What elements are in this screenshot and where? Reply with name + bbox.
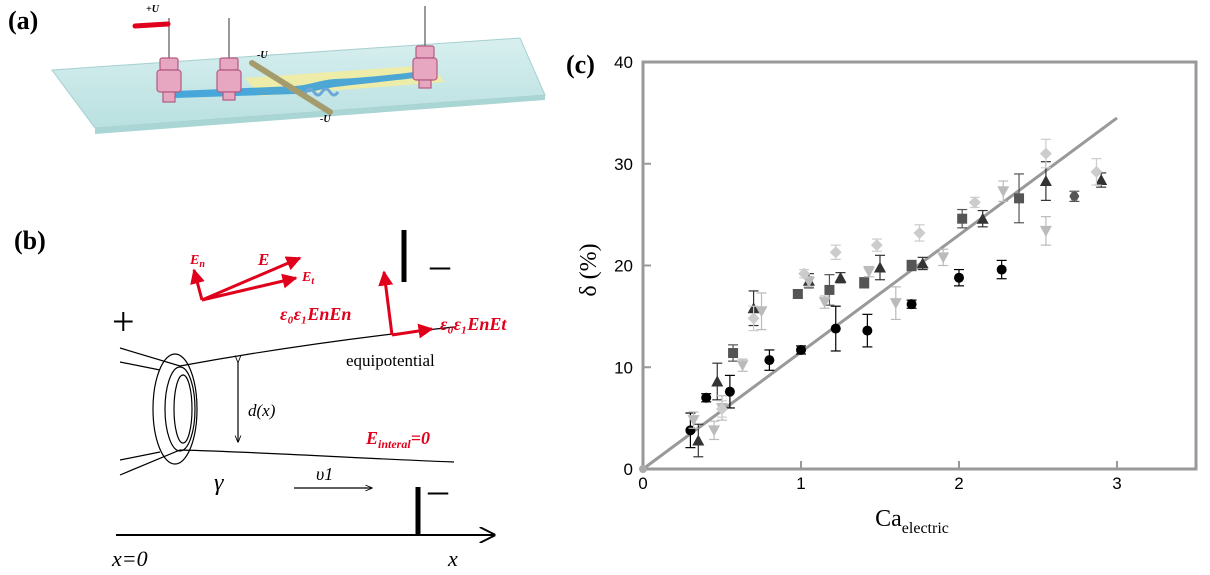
x-tick-label: 3 [1112, 474, 1121, 493]
data-point-triangle-up [692, 423, 705, 458]
vector-Et [201, 273, 298, 302]
panel-label-a: (a) [8, 6, 39, 35]
data-point-triangle-down [708, 420, 721, 441]
data-point-hexagon [1069, 190, 1080, 202]
y-tick-label: 0 [624, 460, 633, 479]
ring-outer [152, 353, 198, 465]
data-point-circle [862, 313, 873, 348]
data-point-circle [996, 259, 1007, 280]
data-point-circle [724, 374, 735, 409]
label-minus-u-bottom: -U [320, 114, 331, 125]
label-stress-tangent: ε₀ε₁EnEt [440, 314, 507, 334]
data-point-diamond [798, 267, 811, 280]
label-equipotential: equipotential [346, 351, 435, 370]
data-point-diamond [716, 400, 728, 418]
data-point-triangle-up [976, 209, 989, 228]
funnel-top-inner [119, 361, 161, 371]
label-minus-u-top: -U [257, 50, 268, 61]
plus-sign: + [112, 299, 135, 344]
data-point-square [1014, 173, 1025, 224]
data-point-square [906, 259, 917, 272]
data-point-square [859, 277, 870, 289]
data-point-triangle-up [874, 254, 886, 281]
data-point-triangle-up [916, 256, 929, 271]
data-point-circle [830, 305, 841, 352]
vector-En [190, 268, 205, 301]
data-point-diamond [870, 238, 883, 252]
red-wire [132, 21, 171, 29]
data-point-circle [701, 392, 712, 403]
x-tick-label: 1 [796, 474, 805, 493]
y-tick-label: 20 [614, 257, 633, 276]
data-point-diamond [747, 305, 760, 332]
label-stress-normal: ε₀ε₁EnEn [280, 304, 351, 324]
panel-label-b: (b) [14, 226, 46, 255]
data-point-circle [954, 268, 964, 287]
label-gamma: γ [214, 470, 224, 496]
data-point-triangle-down [937, 248, 950, 267]
x-axis-label: Caelectric [875, 506, 949, 537]
data-point-circle [764, 349, 775, 371]
data-point-triangle-up [711, 362, 724, 401]
label-En: En [189, 253, 205, 270]
data-point-triangle-up [834, 271, 847, 284]
label-plus-u: +U [146, 4, 160, 15]
origin-point [639, 465, 647, 473]
needle-1 [156, 18, 182, 103]
data-point-triangle-down [818, 295, 831, 309]
funnel-bottom [119, 449, 455, 476]
data-point-diamond [1090, 158, 1103, 186]
ring-inner [173, 374, 193, 444]
minus-top: – [429, 242, 451, 287]
y-axis-label: δ (%) [576, 243, 602, 296]
data-point-triangle-down [687, 411, 700, 429]
label-x-axis: x [447, 546, 458, 571]
data-point-diamond [913, 224, 926, 242]
data-point-triangle-down [802, 276, 815, 288]
label-v1: υ1 [316, 464, 333, 484]
data-point-diamond [968, 196, 981, 209]
data-point-triangle-down [1039, 216, 1052, 246]
data-point-triangle-down [862, 265, 875, 278]
electrode-bar [249, 60, 333, 115]
panel-label-c: (c) [566, 50, 595, 79]
label-E: E [257, 250, 269, 269]
data-point-triangle-down [889, 286, 902, 321]
data-point-circle [906, 299, 917, 310]
x-tick-label: 2 [954, 474, 963, 493]
ring-middle [164, 366, 196, 452]
vector-E [201, 256, 302, 302]
label-Et: Et [301, 270, 315, 287]
data-point-square [728, 344, 739, 362]
data-point-circle [796, 344, 806, 355]
data-point-triangle-down [755, 292, 768, 331]
data-point-diamond [829, 244, 842, 260]
vector-tangent-stress [391, 323, 434, 339]
minus-bottom: – [427, 467, 449, 512]
glass-slide-edge [95, 95, 545, 134]
data-point-square [957, 208, 968, 229]
label-E-internal: Einteral=0 [365, 428, 430, 451]
needle-2 [216, 18, 242, 101]
needle-3 [412, 6, 438, 89]
data-point-diamond [1039, 138, 1052, 169]
y-tick-label: 30 [614, 155, 633, 174]
y-tick-label: 10 [614, 358, 633, 377]
y-tick-label: 40 [614, 53, 633, 72]
label-dx: d(x) [248, 401, 276, 420]
vector-normal-stress [378, 270, 394, 336]
data-point-triangle-down [997, 180, 1010, 202]
label-x0: x=0 [111, 546, 148, 571]
data-point-square [792, 288, 803, 299]
data-point-triangle-down [736, 358, 749, 372]
x-tick-label: 0 [638, 474, 647, 493]
funnel-bottom-inner [119, 451, 161, 461]
